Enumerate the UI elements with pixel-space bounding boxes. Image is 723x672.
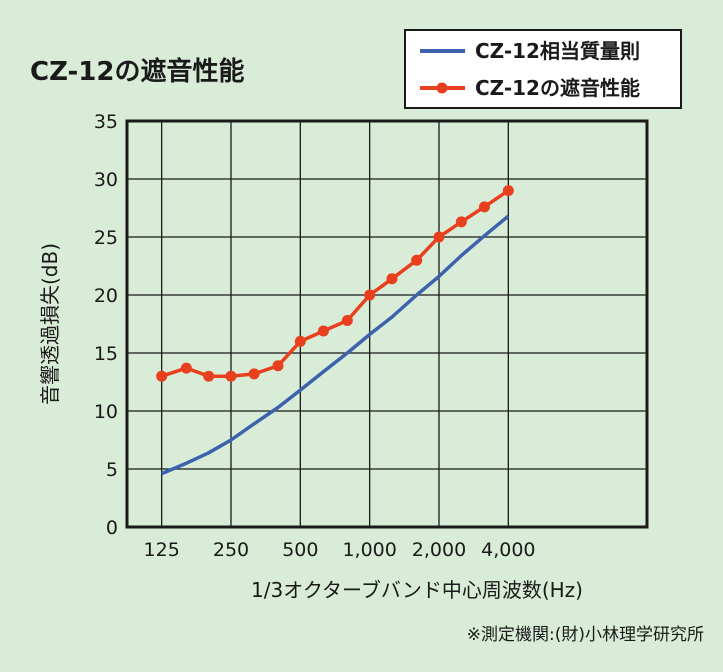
legend-label-mass-law: CZ-12相当質量則	[475, 39, 640, 63]
data-point	[225, 370, 237, 382]
data-point	[317, 325, 329, 337]
x-tick-label: 250	[213, 539, 249, 561]
data-point	[433, 231, 445, 243]
data-point	[341, 315, 353, 327]
y-tick-label: 5	[106, 459, 118, 481]
data-point	[272, 360, 284, 372]
data-point	[248, 368, 260, 380]
data-point	[502, 185, 514, 197]
data-point	[203, 370, 215, 382]
x-axis-ticks: 125 250 500 1,000 2,000 4,000	[144, 539, 536, 561]
legend-label-measured: CZ-12の遮音性能	[475, 76, 640, 100]
x-tick-label: 500	[282, 539, 318, 561]
series-layer	[156, 185, 514, 476]
source-note: ※測定機関:(財)小林理学研究所	[467, 625, 704, 645]
data-point	[156, 370, 168, 382]
x-axis-label: 1/3オクターブバンド中心周波数(Hz)	[251, 578, 583, 602]
x-tick-label: 1,000	[342, 539, 396, 561]
data-point	[478, 201, 490, 213]
legend-marker-measured	[436, 82, 448, 94]
series-line-1	[161, 189, 510, 378]
y-axis-ticks: 0 5 10 15 20 25 30 35	[94, 111, 118, 539]
data-point	[364, 289, 376, 301]
data-point	[180, 362, 192, 374]
y-axis-label: 音響透過損失(dB)	[38, 243, 62, 405]
y-tick-label: 0	[106, 517, 118, 539]
y-tick-label: 20	[94, 285, 118, 307]
y-tick-label: 25	[94, 227, 118, 249]
y-tick-label: 10	[94, 401, 118, 423]
data-point	[455, 216, 467, 228]
plot-background	[127, 121, 647, 527]
x-tick-label: 4,000	[481, 539, 535, 561]
legend-box	[404, 29, 682, 109]
y-tick-label: 35	[94, 111, 118, 133]
x-tick-label: 125	[144, 539, 180, 561]
plot-frame	[125, 119, 649, 529]
y-tick-label: 15	[94, 343, 118, 365]
legend: CZ-12相当質量則 CZ-12の遮音性能	[404, 29, 682, 109]
data-point	[411, 254, 423, 266]
data-point	[294, 335, 306, 347]
y-tick-label: 30	[94, 169, 118, 191]
x-tick-label: 2,000	[412, 539, 466, 561]
chart-title: CZ-12の遮音性能	[30, 56, 244, 87]
data-point	[386, 273, 398, 285]
series-line-0	[161, 214, 510, 476]
plot-area	[125, 119, 649, 529]
